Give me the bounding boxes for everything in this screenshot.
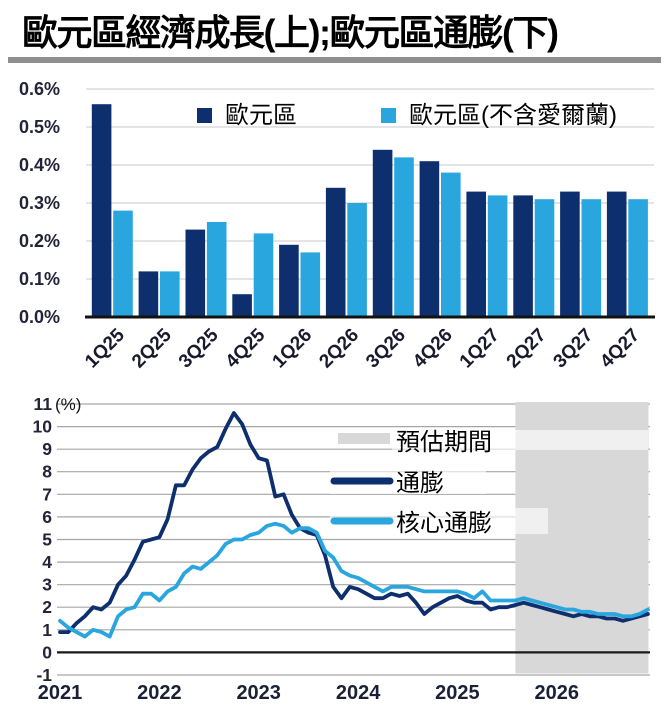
euro-area-bar <box>232 294 252 317</box>
y-tick-label: 9 <box>42 439 52 459</box>
bar-chart-legend: 歐元區 歐元區(不含愛爾蘭) <box>197 102 617 129</box>
legend-backgrounds <box>330 430 648 534</box>
bar-chart-bars <box>91 104 648 317</box>
y-tick-label: 11 <box>34 394 53 414</box>
legend-swatch-forecast-period <box>338 433 390 444</box>
y-tick-label: 5 <box>42 530 52 550</box>
euro-area-ex-ireland-bar <box>394 157 414 317</box>
euro-area-ex-ireland-bar <box>581 199 602 317</box>
euro-area-ex-ireland-bar <box>206 222 227 317</box>
euro-area-bar <box>325 187 346 317</box>
euro-area-ex-ireland-bar <box>487 195 508 317</box>
euro-area-ex-ireland-bar <box>628 199 648 317</box>
y-tick-label: 6 <box>42 507 52 527</box>
x-tick-label: 2023 <box>236 682 281 704</box>
euro-area-ex-ireland-bar <box>160 271 180 317</box>
title-underline <box>8 57 661 63</box>
y-tick-label: 0.0% <box>19 307 60 327</box>
euro-area-bar <box>185 229 206 317</box>
inflation-line <box>58 411 650 635</box>
y-tick-label: 0.2% <box>19 231 60 251</box>
y-tick-label: 3 <box>42 575 52 595</box>
y-tick-label: 0.4% <box>19 155 60 175</box>
y-tick-label: 0.6% <box>19 79 60 99</box>
y-tick-label: 7 <box>42 484 52 504</box>
legend-label-core-inflation: 核心通膨 <box>396 510 492 537</box>
x-tick-label: 2021 <box>38 682 83 704</box>
euro-area-ex-ireland-bar <box>300 252 321 317</box>
y-tick-label: 10 <box>33 417 53 437</box>
y-tick-label: 2 <box>42 597 52 617</box>
line-chart-series <box>58 411 650 639</box>
euro-area-bar <box>138 271 159 317</box>
x-tick-label: 2Q26 <box>315 325 363 373</box>
y-tick-label: -1 <box>36 665 52 685</box>
legend-swatch-euro-area-ex-ireland <box>381 108 396 123</box>
x-tick-label: 2Q27 <box>503 325 551 373</box>
euro-area-bar <box>513 195 533 317</box>
euro-area-bar <box>279 244 299 317</box>
line-chart-legend: 預估期間 通膨 核心通膨 <box>330 429 492 537</box>
euro-area-bar <box>419 161 440 317</box>
x-tick-label: 4Q27 <box>596 325 644 373</box>
x-tick-label: 2024 <box>336 682 381 704</box>
euro-area-ex-ireland-bar <box>347 203 367 317</box>
euro-area-bar <box>606 191 627 317</box>
y-tick-label: 1 <box>42 620 52 640</box>
legend-label-euro-area: 歐元區 <box>225 102 297 129</box>
euro-area-ex-ireland-bar <box>534 199 555 317</box>
y-tick-label: 8 <box>42 462 52 482</box>
legend-label-inflation: 通膨 <box>396 470 444 497</box>
legend-label-euro-area-ex-ireland: 歐元區(不含愛爾蘭) <box>409 102 617 129</box>
x-tick-label: 3Q26 <box>362 325 410 373</box>
euro-area-ex-ireland-bar <box>441 172 461 317</box>
y-tick-label: 0.1% <box>19 269 60 289</box>
euro-area-ex-ireland-bar <box>113 210 133 317</box>
x-tick-label: 1Q25 <box>81 324 129 372</box>
growth-bar-chart: 歐元區 歐元區(不含愛爾蘭) 0.0% 0.1% 0.2% 0.3% 0.4% 0.5% 0… <box>19 79 655 373</box>
y-tick-label: 0.5% <box>19 117 60 137</box>
legend-swatch-euro-area <box>197 108 212 123</box>
euro-area-ex-ireland-bar <box>253 233 274 317</box>
x-tick-label: 4Q25 <box>222 324 270 372</box>
y-tick-label: 4 <box>42 552 52 572</box>
euro-area-bar <box>372 149 393 317</box>
y-tick-label: 0 <box>42 642 52 662</box>
euro-area-bar <box>560 191 580 317</box>
legend-bg-forecast <box>392 430 648 450</box>
x-tick-label: 4Q26 <box>409 325 457 373</box>
x-tick-label: 3Q25 <box>175 324 223 372</box>
x-tick-label: 2025 <box>435 682 480 704</box>
x-tick-label: 2026 <box>535 682 580 704</box>
x-tick-label: 3Q27 <box>550 325 598 373</box>
y-axis-unit-label: (%) <box>55 395 81 414</box>
legend-label-forecast-period: 預估期間 <box>396 429 492 456</box>
bar-chart-gridlines <box>86 88 654 280</box>
page-title: 歐元區經濟成長(上);歐元區通膨(下) <box>22 12 559 53</box>
x-tick-label: 1Q27 <box>456 325 504 373</box>
y-tick-label: 0.3% <box>19 193 60 213</box>
euro-area-bar <box>466 191 486 317</box>
core-inflation-line <box>58 521 650 639</box>
x-tick-label: 1Q26 <box>269 325 317 373</box>
x-tick-label: 2Q25 <box>128 324 176 372</box>
x-tick-label: 2022 <box>137 682 182 704</box>
euro-area-bar <box>91 104 112 317</box>
